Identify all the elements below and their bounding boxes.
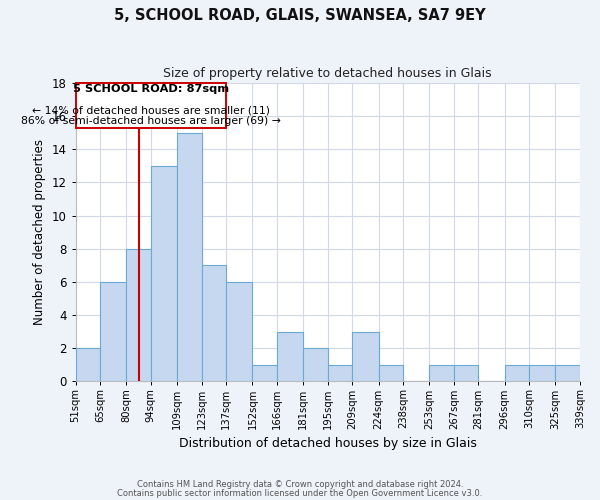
- Bar: [127, 249, 151, 382]
- Bar: [430, 365, 454, 382]
- Text: Contains public sector information licensed under the Open Government Licence v3: Contains public sector information licen…: [118, 490, 482, 498]
- Bar: [556, 365, 580, 382]
- Bar: [226, 282, 253, 382]
- Bar: [253, 365, 277, 382]
- Text: 5 SCHOOL ROAD: 87sqm: 5 SCHOOL ROAD: 87sqm: [73, 84, 229, 94]
- Bar: [277, 332, 303, 382]
- Bar: [177, 133, 202, 382]
- Text: ← 14% of detached houses are smaller (11): ← 14% of detached houses are smaller (11…: [32, 105, 270, 115]
- Y-axis label: Number of detached properties: Number of detached properties: [33, 139, 46, 325]
- Bar: [328, 365, 352, 382]
- Bar: [352, 332, 379, 382]
- Bar: [151, 166, 177, 382]
- Bar: [379, 365, 403, 382]
- Bar: [505, 365, 529, 382]
- Bar: [202, 266, 226, 382]
- Text: 5, SCHOOL ROAD, GLAIS, SWANSEA, SA7 9EY: 5, SCHOOL ROAD, GLAIS, SWANSEA, SA7 9EY: [114, 8, 486, 22]
- Bar: [100, 282, 127, 382]
- Text: 86% of semi-detached houses are larger (69) →: 86% of semi-detached houses are larger (…: [21, 116, 281, 126]
- Bar: [76, 348, 100, 382]
- Bar: [303, 348, 328, 382]
- Bar: [529, 365, 556, 382]
- Bar: [454, 365, 478, 382]
- FancyBboxPatch shape: [76, 83, 226, 128]
- X-axis label: Distribution of detached houses by size in Glais: Distribution of detached houses by size …: [179, 437, 476, 450]
- Text: Contains HM Land Registry data © Crown copyright and database right 2024.: Contains HM Land Registry data © Crown c…: [137, 480, 463, 489]
- Title: Size of property relative to detached houses in Glais: Size of property relative to detached ho…: [163, 68, 492, 80]
